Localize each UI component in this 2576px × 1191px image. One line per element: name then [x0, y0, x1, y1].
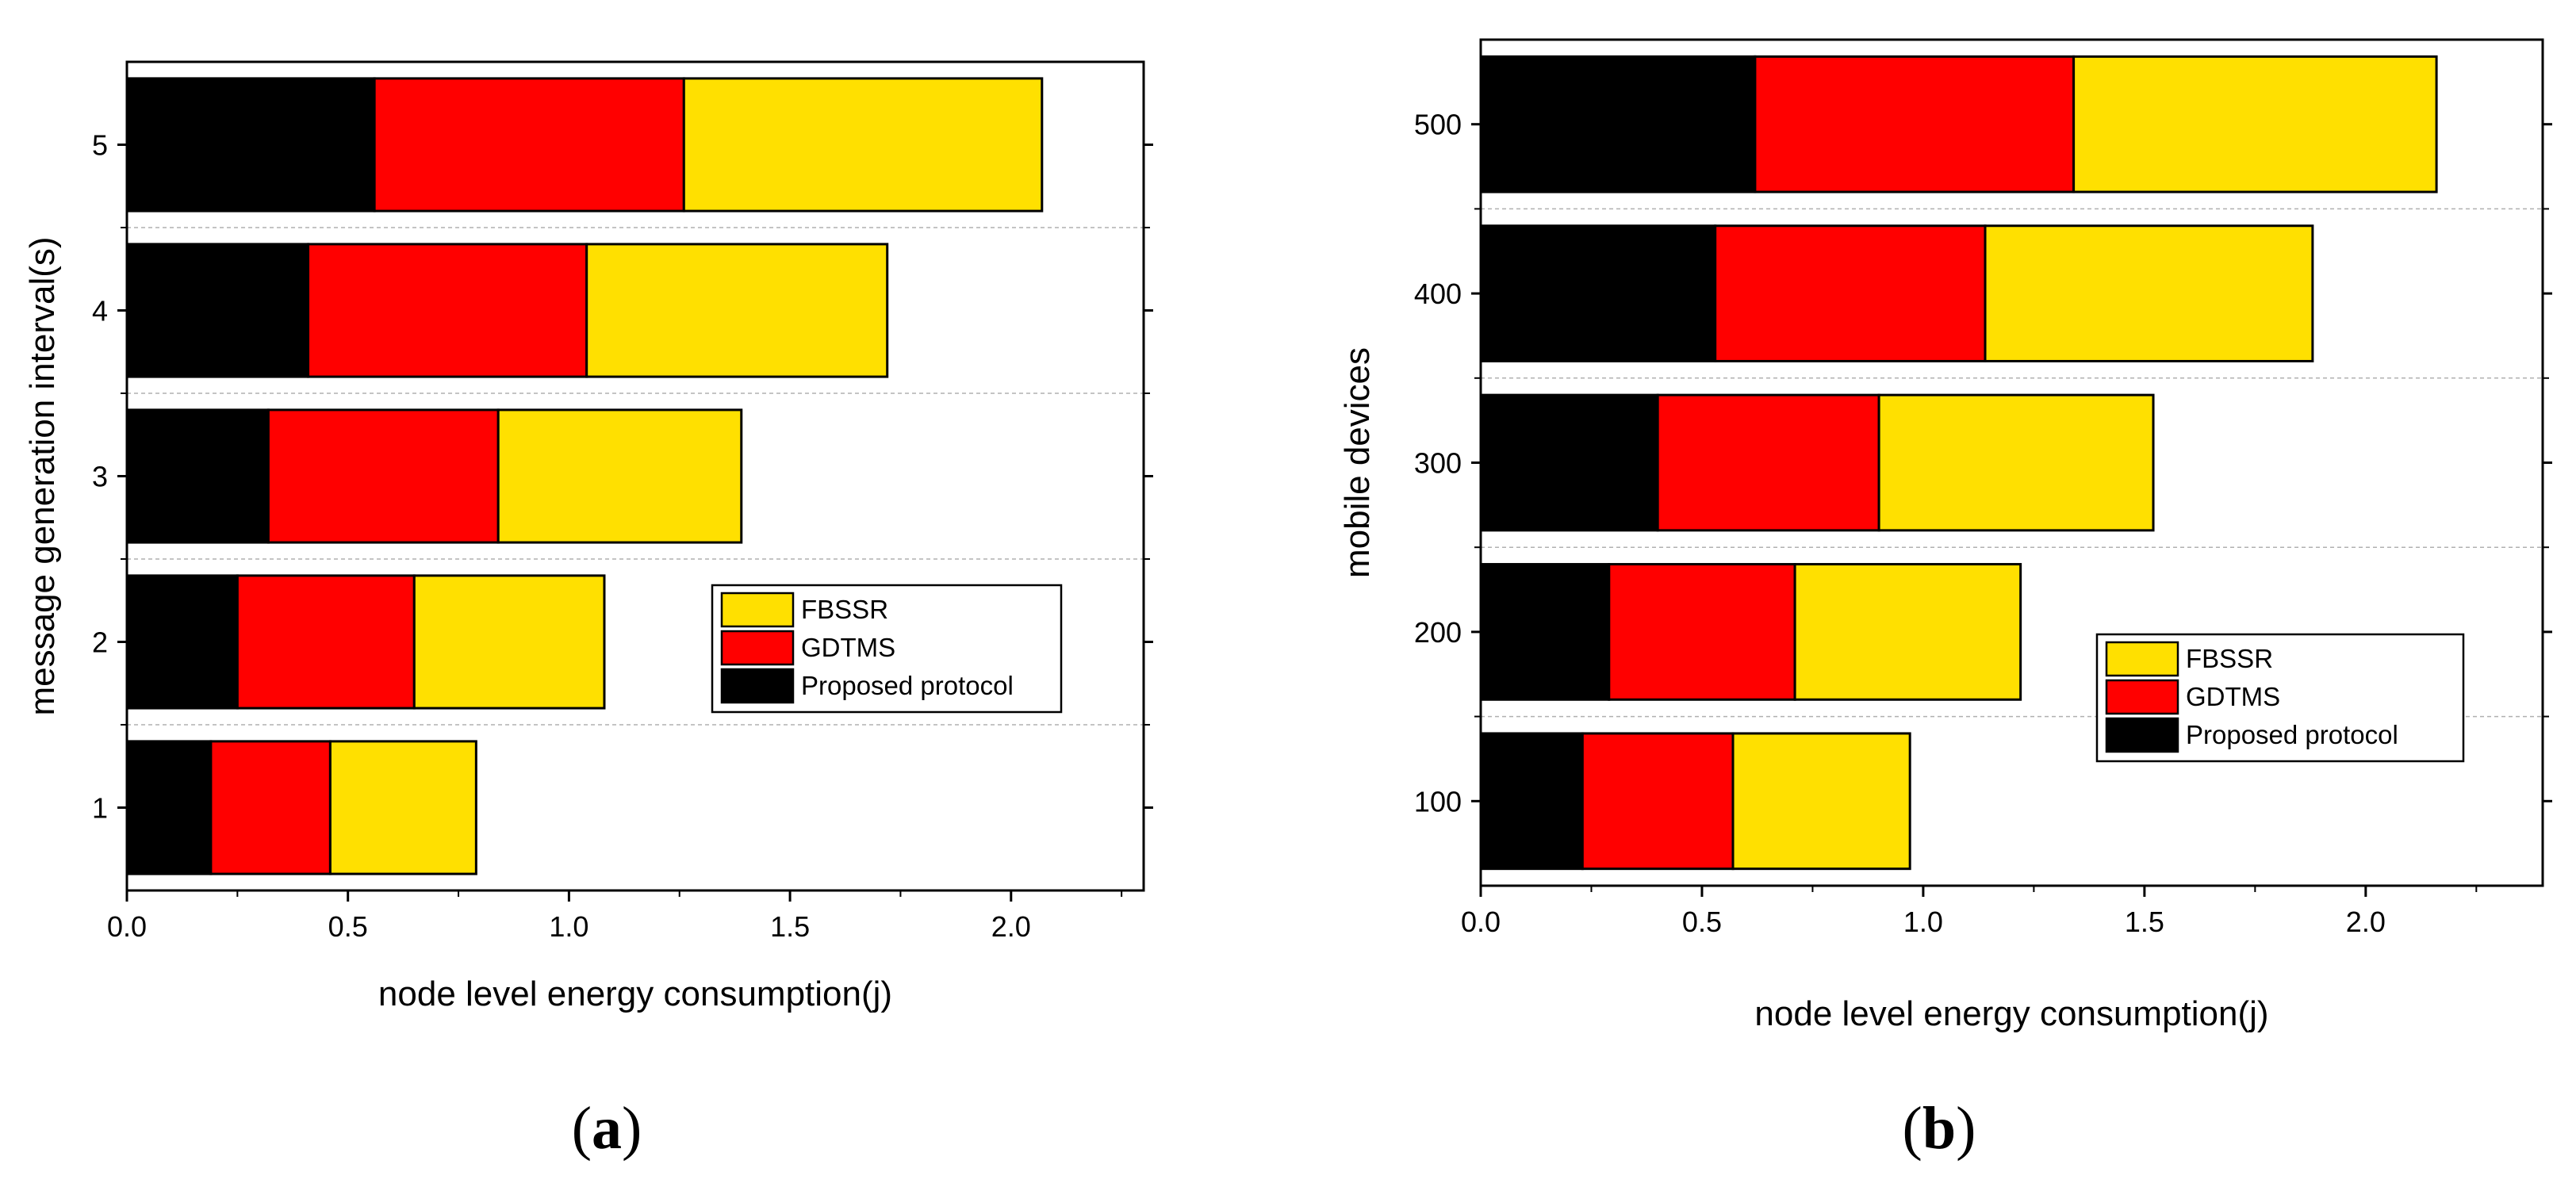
bar-a-proposed-protocol-3 [125, 408, 270, 544]
y-tick-label-b-100: 100 [1414, 785, 1462, 818]
caption-b-close: ) [1956, 1095, 1976, 1162]
caption-a-letter: a [592, 1095, 622, 1162]
chart-panel-b: 0.0 0.5 1.0 1.5 2.0 100 200 300 400 500 node lev… [1338, 38, 2552, 1162]
bar-b-fbssr-400 [1984, 224, 2314, 362]
bar-a-gdtms-5 [373, 77, 685, 213]
x-axis-label-a: node level energy consumption(j) [378, 975, 892, 1013]
legend-swatch-b-gdtms [2105, 679, 2179, 715]
bars-b [1479, 55, 2438, 871]
caption-b-letter: b [1922, 1095, 1956, 1162]
y-tick-label-a-4: 4 [92, 295, 108, 327]
caption-a-close: ) [622, 1095, 642, 1162]
y-tick-label-b-300: 300 [1414, 447, 1462, 480]
bar-b-fbssr-200 [1793, 563, 2022, 701]
bars-a [125, 77, 1044, 875]
bar-a-gdtms-3 [266, 408, 500, 544]
bar-a-proposed-protocol-2 [125, 574, 239, 710]
bar-a-fbssr-3 [496, 408, 743, 544]
x-tick-label-a-0: 0.0 [107, 910, 147, 943]
grid-lines-b [1481, 208, 2543, 718]
bar-a-gdtms-2 [236, 574, 416, 710]
legend-label-b-proposed-protocol: Proposed protocol [2186, 720, 2398, 749]
y-tick-label-a-2: 2 [92, 626, 108, 659]
x-tick-label-b-4: 2.0 [2346, 906, 2386, 938]
bar-b-gdtms-300 [1656, 393, 1880, 532]
x-tick-label-b-0: 0.0 [1461, 906, 1501, 938]
bar-b-gdtms-200 [1608, 563, 1796, 701]
legend-label-a-proposed-protocol: Proposed protocol [801, 671, 1014, 700]
y-ticks-b: 100 200 300 400 500 [1414, 109, 2552, 818]
bar-b-gdtms-400 [1714, 224, 1987, 362]
legend-label-a-gdtms: GDTMS [801, 633, 895, 662]
chart-panel-a: 0.0 0.5 1.0 1.5 2.0 1 2 3 4 5 node level energy … [23, 60, 1153, 1162]
x-tick-label-a-2: 1.0 [549, 910, 588, 943]
y-tick-label-a-3: 3 [92, 461, 108, 493]
bar-b-fbssr-100 [1731, 732, 1911, 871]
bar-a-fbssr-4 [585, 243, 889, 378]
bar-b-gdtms-100 [1581, 732, 1735, 871]
y-ticks-a: 1 2 3 4 5 [92, 129, 1153, 825]
bar-a-gdtms-4 [307, 243, 588, 378]
y-tick-label-b-200: 200 [1414, 616, 1462, 649]
caption-a-open: ( [572, 1095, 592, 1162]
bar-a-fbssr-2 [412, 574, 606, 710]
x-tick-label-b-2: 1.0 [1903, 906, 1943, 938]
x-ticks-b: 0.0 0.5 1.0 1.5 2.0 [1461, 886, 2478, 938]
legend-swatch-b-proposed-protocol [2105, 717, 2179, 753]
bar-b-proposed-protocol-300 [1479, 393, 1659, 532]
caption-a: (a) [572, 1095, 642, 1162]
x-tick-label-a-3: 1.5 [770, 910, 810, 943]
y-axis-label-b: mobile devices [1338, 347, 1377, 578]
bar-b-fbssr-500 [2072, 55, 2438, 193]
legend-label-b-gdtms: GDTMS [2186, 682, 2280, 711]
x-tick-label-b-3: 1.5 [2125, 906, 2164, 938]
y-tick-label-b-500: 500 [1414, 109, 1462, 141]
bar-b-proposed-protocol-400 [1479, 224, 1717, 362]
y-tick-label-a-5: 5 [92, 129, 108, 162]
y-tick-label-b-400: 400 [1414, 278, 1462, 310]
bar-b-proposed-protocol-200 [1479, 563, 1611, 701]
bar-a-gdtms-1 [209, 740, 332, 875]
x-ticks-a: 0.0 0.5 1.0 1.5 2.0 [107, 890, 1123, 943]
legend-swatch-b-fbssr [2105, 641, 2179, 677]
x-tick-label-a-4: 2.0 [991, 910, 1031, 943]
bar-a-fbssr-5 [682, 77, 1044, 213]
legend-label-a-fbssr: FBSSR [801, 595, 888, 624]
bar-a-proposed-protocol-5 [125, 77, 376, 213]
x-tick-label-b-1: 0.5 [1682, 906, 1722, 938]
bar-b-fbssr-300 [1877, 393, 2155, 532]
y-axis-label-a: message generation interval(s) [23, 236, 62, 715]
x-tick-label-a-1: 0.5 [328, 910, 368, 943]
legend-swatch-a-fbssr [720, 592, 795, 628]
legend-b: FBSSR GDTMS Proposed protocol [2095, 633, 2465, 763]
bar-a-proposed-protocol-4 [125, 243, 310, 378]
bar-b-gdtms-500 [1754, 55, 2076, 193]
y-tick-label-a-1: 1 [92, 792, 108, 825]
bar-a-proposed-protocol-1 [125, 740, 213, 875]
legend-label-b-fbssr: FBSSR [2186, 644, 2273, 673]
legend-swatch-a-gdtms [720, 630, 795, 666]
bar-a-fbssr-1 [328, 740, 477, 875]
bar-b-proposed-protocol-100 [1479, 732, 1584, 871]
legend-a: FBSSR GDTMS Proposed protocol [711, 584, 1063, 714]
caption-b: (b) [1903, 1095, 1976, 1162]
caption-b-open: ( [1903, 1095, 1922, 1162]
grid-lines-a [127, 227, 1144, 726]
bar-b-proposed-protocol-500 [1479, 55, 1757, 193]
x-axis-label-b: node level energy consumption(j) [1754, 994, 2268, 1033]
legend-swatch-a-proposed-protocol [720, 668, 795, 704]
